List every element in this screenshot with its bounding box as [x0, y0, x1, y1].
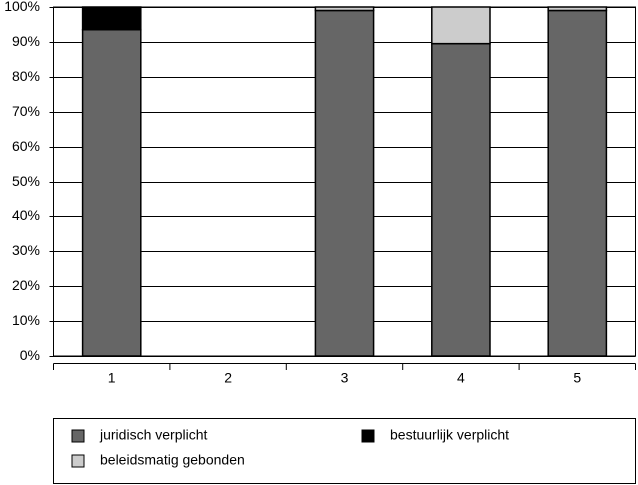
- y-tick-label: 30%: [12, 242, 40, 258]
- bar-segment: [547, 6, 608, 12]
- legend-label: juridisch verplicht: [99, 427, 207, 443]
- legend-label: bestuurlijk verplicht: [390, 427, 509, 443]
- x-tick-label: 2: [224, 370, 232, 386]
- x-tick-label: 3: [341, 370, 349, 386]
- y-tick-label: 0%: [20, 347, 40, 363]
- x-tick-label: 5: [573, 370, 581, 386]
- bar-segment: [431, 6, 491, 45]
- legend-box: [53, 418, 636, 484]
- bar-segment: [431, 42, 491, 357]
- y-tick-label: 50%: [12, 173, 40, 189]
- y-tick-label: 100%: [4, 0, 40, 14]
- y-tick-label: 40%: [12, 207, 40, 223]
- bar-segment: [314, 6, 375, 12]
- y-tick-label: 10%: [12, 312, 40, 328]
- bar-segment: [314, 9, 375, 357]
- y-tick-label: 70%: [12, 103, 40, 119]
- y-tick-label: 80%: [12, 68, 40, 84]
- y-tick-label: 20%: [12, 277, 40, 293]
- bar-segment: [81, 28, 142, 357]
- y-tick-label: 90%: [12, 33, 40, 49]
- bar-segment: [547, 9, 608, 357]
- legend-label: beleidsmatig gebonden: [100, 452, 245, 468]
- y-tick-label: 60%: [12, 138, 40, 154]
- x-tick-label: 1: [108, 370, 116, 386]
- legend-swatch: [71, 454, 85, 468]
- legend-swatch: [361, 429, 375, 443]
- legend-swatch: [71, 429, 85, 443]
- bar-segment: [81, 6, 142, 31]
- x-tick-label: 4: [457, 370, 465, 386]
